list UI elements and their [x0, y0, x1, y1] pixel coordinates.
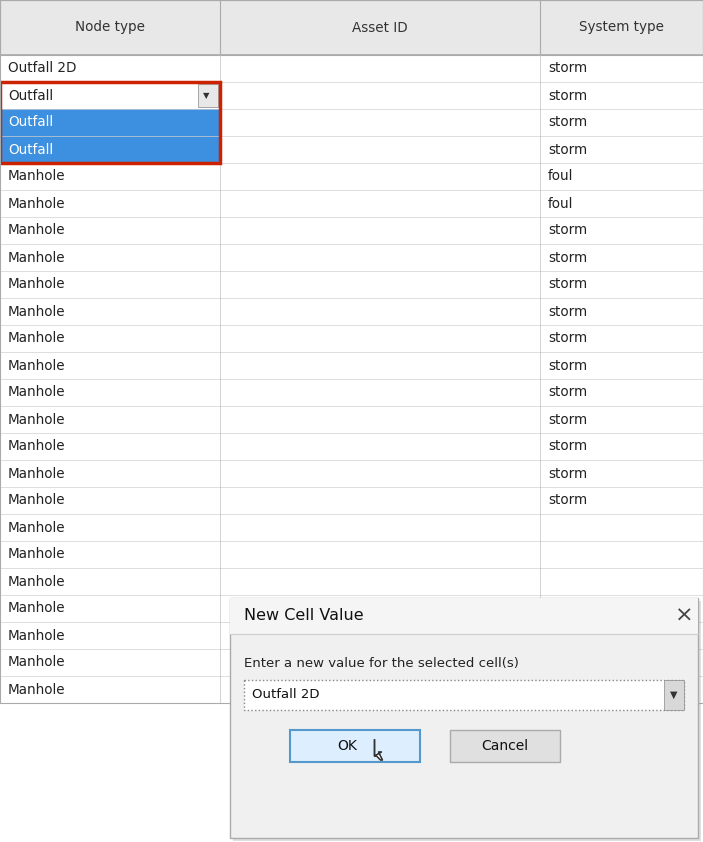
Text: Outfall: Outfall — [8, 88, 53, 103]
Text: Manhole: Manhole — [8, 466, 65, 481]
Bar — [0, 244, 703, 271]
Bar — [0, 568, 703, 595]
Text: Outfall: Outfall — [8, 142, 53, 157]
Text: storm: storm — [548, 440, 587, 454]
Bar — [0, 109, 220, 136]
Bar — [0, 163, 703, 190]
Text: System type: System type — [579, 20, 664, 35]
Text: Manhole: Manhole — [8, 413, 65, 427]
Text: Enter a new value for the selected cell(s): Enter a new value for the selected cell(… — [244, 658, 519, 670]
Bar — [0, 217, 703, 244]
Text: Manhole: Manhole — [8, 223, 65, 237]
Text: storm: storm — [548, 466, 587, 481]
Bar — [664, 680, 684, 710]
Text: storm: storm — [548, 493, 587, 508]
Text: Node type: Node type — [75, 20, 145, 35]
Text: storm: storm — [548, 278, 587, 291]
Bar — [198, 84, 218, 107]
Text: Manhole: Manhole — [8, 332, 65, 345]
Bar — [0, 136, 220, 163]
Text: Manhole: Manhole — [8, 386, 65, 399]
Text: New Cell Value: New Cell Value — [244, 609, 363, 623]
Text: Manhole: Manhole — [8, 601, 65, 616]
Text: Manhole: Manhole — [8, 547, 65, 562]
Text: Manhole: Manhole — [8, 520, 65, 535]
Text: foul: foul — [548, 169, 574, 184]
Bar — [0, 0, 703, 55]
Bar — [290, 730, 420, 762]
Text: storm: storm — [548, 386, 587, 399]
Text: storm: storm — [548, 61, 587, 76]
Bar — [0, 82, 703, 109]
Text: Asset ID: Asset ID — [352, 20, 408, 35]
Bar — [0, 460, 703, 487]
Text: storm: storm — [548, 223, 587, 237]
Text: Manhole: Manhole — [8, 656, 65, 669]
Bar — [0, 379, 703, 406]
Text: ×: × — [675, 606, 693, 626]
Bar — [0, 487, 703, 514]
Text: storm: storm — [548, 251, 587, 264]
Bar — [0, 298, 703, 325]
Text: Outfall 2D: Outfall 2D — [252, 689, 319, 701]
Bar — [0, 676, 703, 703]
Text: Manhole: Manhole — [8, 440, 65, 454]
Text: storm: storm — [548, 332, 587, 345]
Bar — [0, 82, 220, 163]
Bar — [0, 514, 703, 541]
Bar — [230, 598, 698, 634]
Bar — [0, 595, 703, 622]
Text: Outfall: Outfall — [8, 115, 53, 130]
Text: storm: storm — [548, 115, 587, 130]
Text: Manhole: Manhole — [8, 493, 65, 508]
Text: storm: storm — [548, 305, 587, 318]
Text: Manhole: Manhole — [8, 574, 65, 589]
Bar — [0, 55, 703, 82]
Polygon shape — [375, 740, 382, 760]
Bar — [0, 541, 703, 568]
Text: OK: OK — [337, 739, 357, 753]
Bar — [0, 271, 703, 298]
Text: Manhole: Manhole — [8, 251, 65, 264]
Text: Cancel: Cancel — [482, 739, 529, 753]
Bar — [0, 82, 220, 109]
Bar — [0, 109, 703, 136]
Bar — [230, 598, 698, 838]
Text: Manhole: Manhole — [8, 196, 65, 210]
Text: storm: storm — [548, 88, 587, 103]
Bar — [0, 325, 703, 352]
Bar — [0, 0, 703, 703]
Bar — [0, 622, 703, 649]
Text: foul: foul — [548, 196, 574, 210]
Text: ▼: ▼ — [670, 690, 678, 700]
Text: storm: storm — [548, 413, 587, 427]
Bar — [233, 601, 701, 841]
Text: ▼: ▼ — [202, 91, 209, 100]
Bar — [0, 649, 703, 676]
Text: storm: storm — [548, 142, 587, 157]
Text: storm: storm — [548, 359, 587, 372]
Text: Outfall 2D: Outfall 2D — [8, 61, 77, 76]
Bar — [0, 352, 703, 379]
Bar — [450, 730, 560, 762]
Text: Manhole: Manhole — [8, 359, 65, 372]
Bar — [244, 680, 684, 710]
Bar — [0, 433, 703, 460]
Text: Manhole: Manhole — [8, 305, 65, 318]
Bar — [0, 406, 703, 433]
Bar — [0, 190, 703, 217]
Text: Manhole: Manhole — [8, 169, 65, 184]
Text: Manhole: Manhole — [8, 628, 65, 642]
Bar — [0, 136, 703, 163]
Text: Manhole: Manhole — [8, 278, 65, 291]
Text: Manhole: Manhole — [8, 683, 65, 696]
